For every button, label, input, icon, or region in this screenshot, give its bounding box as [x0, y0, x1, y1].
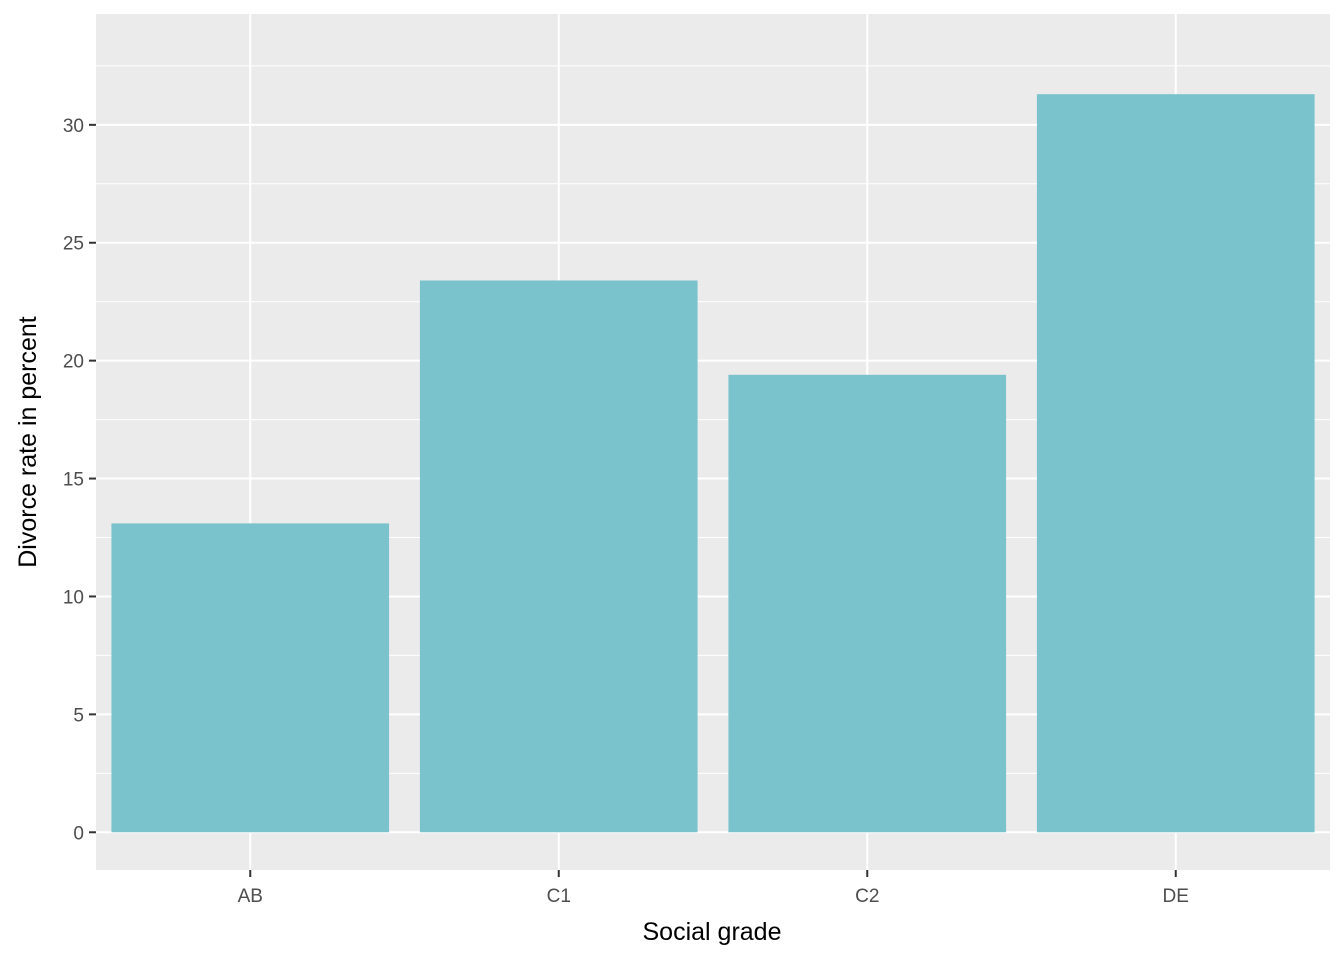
bar-ab: [111, 523, 390, 833]
y-tick-label: 15: [63, 470, 84, 491]
y-tick-label: 30: [63, 116, 84, 137]
x-tick-label: AB: [238, 886, 263, 907]
x-tick-label: C1: [547, 886, 571, 907]
y-tick-label: 25: [63, 234, 84, 255]
bars: [111, 94, 1315, 833]
bar-de: [1036, 94, 1315, 833]
y-tick-label: 5: [73, 705, 84, 726]
y-tick-label: 10: [63, 587, 84, 608]
y-tick-label: 20: [63, 352, 84, 373]
x-tick-label: DE: [1163, 886, 1189, 907]
x-axis: AB C1 C2 DE: [238, 870, 1189, 907]
x-axis-title: Social grade: [643, 918, 782, 946]
bar-c2: [728, 374, 1007, 833]
bar-c1: [419, 280, 698, 833]
y-axis: 0 5 10 15 20 25 30: [63, 116, 96, 844]
y-axis-title: Divorce rate in percent: [14, 316, 42, 568]
x-tick-label: C2: [855, 886, 879, 907]
y-tick-label: 0: [73, 823, 84, 844]
